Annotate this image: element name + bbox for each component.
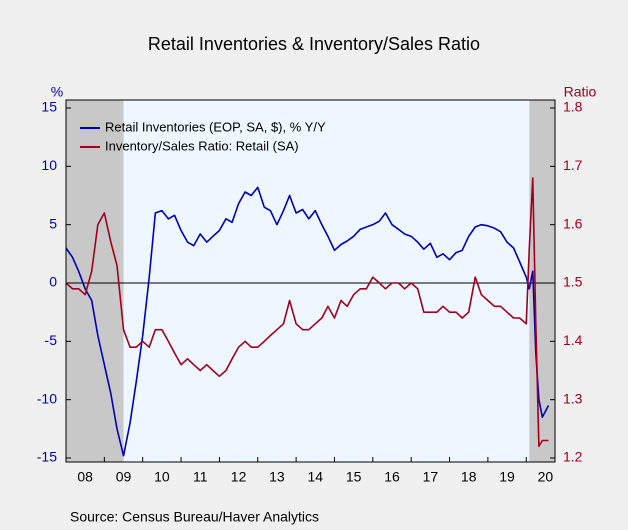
y-tick-label: -15 bbox=[37, 449, 57, 465]
x-tick-label: 16 bbox=[384, 469, 400, 485]
y2-tick-label: 1.3 bbox=[563, 390, 583, 406]
y-tick-label: -10 bbox=[37, 390, 57, 406]
y2-tick-label: 1.2 bbox=[563, 449, 583, 465]
y2-tick-label: 1.4 bbox=[563, 332, 583, 348]
y-tick-label: 10 bbox=[41, 157, 57, 173]
legend-label: Inventory/Sales Ratio: Retail (SA) bbox=[105, 138, 299, 153]
y-tick-label: -5 bbox=[45, 332, 58, 348]
x-tick-label: 18 bbox=[461, 469, 477, 485]
x-tick-label: 09 bbox=[116, 469, 132, 485]
x-tick-label: 17 bbox=[423, 469, 439, 485]
y-tick-label: 5 bbox=[49, 215, 57, 231]
series-line bbox=[65, 186, 550, 457]
plot-area bbox=[66, 100, 555, 462]
series-line bbox=[65, 177, 549, 448]
x-tick-label: 13 bbox=[269, 469, 285, 485]
y-axis-label: % bbox=[51, 84, 63, 100]
legend-label: Retail Inventories (EOP, SA, $), % Y/Y bbox=[105, 119, 326, 134]
x-tick-label: 11 bbox=[193, 469, 208, 485]
y-tick-label: 0 bbox=[49, 274, 57, 290]
x-tick-label: 12 bbox=[231, 469, 247, 485]
x-tick-label: 10 bbox=[154, 469, 170, 485]
x-tick-label: 19 bbox=[499, 469, 515, 485]
x-tick-label: 20 bbox=[538, 469, 554, 485]
x-tick-label: 08 bbox=[77, 469, 93, 485]
y2-tick-label: 1.6 bbox=[563, 215, 583, 231]
source-note: Source: Census Bureau/Haver Analytics bbox=[70, 509, 319, 525]
y-tick-label: 15 bbox=[41, 99, 57, 115]
x-tick-label: 15 bbox=[346, 469, 362, 485]
y2-tick-label: 1.5 bbox=[563, 274, 583, 290]
x-tick-label: 14 bbox=[308, 469, 324, 485]
y2-tick-label: 1.7 bbox=[563, 157, 583, 173]
recession-shade bbox=[66, 100, 124, 462]
plot-border bbox=[65, 99, 556, 463]
y2-axis-label: Ratio bbox=[564, 84, 597, 100]
chart-title: Retail Inventories & Inventory/Sales Rat… bbox=[148, 34, 480, 54]
y2-tick-label: 1.8 bbox=[563, 99, 583, 115]
